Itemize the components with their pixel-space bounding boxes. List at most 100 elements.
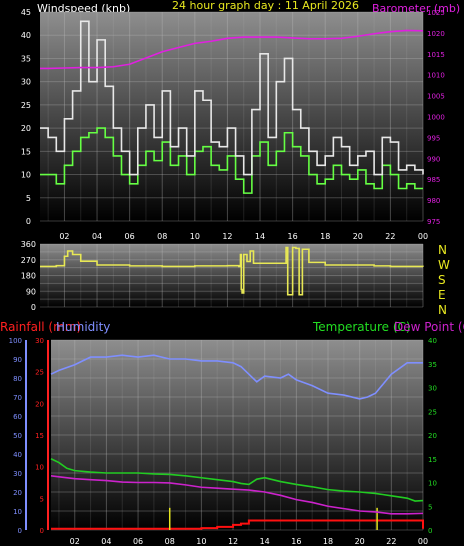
x-tick-label: 22 (385, 232, 395, 241)
panel-wind-tick-labels: 0510152025303540459759809859909951000100… (21, 8, 445, 241)
y-tick-label-rainfall: 15 (35, 432, 44, 440)
compass-label: S (438, 273, 446, 287)
y-tick-label-humidity: 40 (13, 451, 22, 459)
panel-humidity-tick-labels: 0102030405060708090100051015202530051015… (9, 337, 437, 546)
y-tick-label-humidity: 0 (18, 527, 22, 535)
y-tick-label-humidity: 30 (13, 470, 22, 478)
x-tick-label: 10 (190, 232, 200, 241)
temperature-axis-title: Temperature (C) (312, 320, 411, 334)
rainfall-axis-title: Rainfall (mm) (0, 320, 81, 334)
windspeed-axis-title: Windspeed (knb) (37, 2, 130, 15)
y-tick-label-humidity: 10 (13, 508, 22, 516)
y-tick-label-temperature: 15 (428, 456, 437, 464)
y-tick-label-direction: 180 (21, 272, 36, 281)
panel-wind-plot-area (40, 12, 423, 221)
x-tick-label: 06 (133, 537, 143, 546)
y-tick-label-rainfall: 10 (35, 464, 44, 472)
y-tick-label-windspeed: 30 (21, 78, 31, 87)
y-tick-label-windspeed: 5 (26, 194, 31, 203)
y-tick-label-direction: 90 (26, 287, 36, 296)
chart-title: 24 hour graph day : 11 April 2026 (172, 0, 359, 12)
x-tick-label: 04 (92, 232, 102, 241)
panel-humidity-series (50, 354, 424, 530)
series-line-rainfall (51, 519, 424, 530)
series-line-wind-direction (40, 246, 424, 296)
y-tick-label-temperature: 25 (428, 408, 437, 416)
y-tick-label-humidity: 80 (13, 375, 22, 383)
y-tick-label-windspeed: 0 (26, 217, 31, 226)
panel-direction-series (40, 246, 424, 296)
y-tick-label-windspeed: 20 (21, 124, 31, 133)
y-tick-label-direction: 0 (31, 303, 36, 312)
x-tick-label: 14 (260, 537, 270, 546)
y-tick-label-direction: 360 (21, 240, 36, 249)
panel-direction-plot-area (40, 244, 423, 307)
y-tick-label-temperature: 0 (428, 527, 432, 535)
y-tick-label-barometer: 1020 (427, 30, 445, 38)
y-tick-label-barometer: 1005 (427, 93, 445, 101)
dewpoint-axis-title: Dew Point (C) (394, 320, 464, 334)
x-tick-label: 12 (228, 537, 238, 546)
y-tick-label-temperature: 5 (428, 503, 432, 511)
compass-label: W (438, 258, 450, 272)
y-tick-label-barometer: 975 (427, 218, 440, 226)
x-tick-label: 04 (101, 537, 111, 546)
y-tick-label-windspeed: 45 (21, 8, 31, 17)
x-tick-label: 20 (353, 232, 363, 241)
x-tick-label: 14 (255, 232, 265, 241)
x-tick-label: 16 (291, 537, 301, 546)
y-tick-label-temperature: 35 (428, 361, 437, 369)
series-line-gust (40, 20, 424, 176)
y-tick-label-windspeed: 25 (21, 101, 31, 110)
y-tick-label-humidity: 60 (13, 413, 22, 421)
panel-direction-tick-labels: 0 90 180 270 360 (21, 240, 36, 312)
y-tick-label-temperature: 10 (428, 480, 437, 488)
y-tick-label-direction: 270 (21, 256, 36, 265)
y-tick-label-rainfall: 30 (35, 337, 44, 345)
y-tick-label-windspeed: 10 (21, 171, 31, 180)
x-tick-label: 00 (418, 232, 428, 241)
y-tick-label-humidity: 100 (9, 337, 22, 345)
compass-label: N (438, 243, 447, 257)
x-tick-label: 06 (125, 232, 135, 241)
y-tick-label-windspeed: 15 (21, 147, 31, 156)
y-tick-label-temperature: 20 (428, 432, 437, 440)
humidity-axis-title: Humidity (56, 320, 110, 334)
x-tick-label: 02 (59, 232, 69, 241)
panel-wind-series (40, 20, 424, 194)
y-tick-label-rainfall: 20 (35, 400, 44, 408)
y-tick-label-barometer: 1010 (427, 72, 445, 80)
series-line-barometer (40, 29, 424, 70)
y-tick-label-barometer: 1025 (427, 9, 445, 17)
y-tick-label-barometer: 985 (427, 176, 440, 184)
compass-label: E (438, 288, 446, 302)
series-line-dew-point (50, 475, 424, 515)
x-tick-label: 16 (288, 232, 298, 241)
x-tick-label: 20 (355, 537, 365, 546)
y-tick-label-windspeed: 40 (21, 31, 31, 40)
x-tick-label: 08 (157, 232, 167, 241)
y-tick-label-barometer: 990 (427, 155, 440, 163)
panel-humidity-plot-area (51, 340, 423, 530)
series-line-humidity (50, 354, 423, 400)
x-tick-label: 12 (222, 232, 232, 241)
y-tick-label-humidity: 50 (13, 432, 22, 440)
y-tick-label-humidity: 90 (13, 356, 22, 364)
y-tick-label-barometer: 1015 (427, 51, 445, 59)
barometer-axis-title: Barometer (mb) (372, 2, 460, 15)
y-tick-label-windspeed: 35 (21, 54, 31, 63)
y-tick-label-temperature: 30 (428, 385, 437, 393)
y-tick-label-barometer: 1000 (427, 114, 445, 122)
y-tick-label-temperature: 40 (428, 337, 437, 345)
y-tick-label-rainfall: 0 (40, 527, 44, 535)
x-tick-label: 08 (165, 537, 175, 546)
y-tick-label-rainfall: 25 (35, 369, 44, 377)
y-tick-label-rainfall: 5 (40, 495, 44, 503)
y-tick-label-barometer: 980 (427, 197, 440, 205)
x-tick-label: 22 (386, 537, 396, 546)
panel-direction-grid (40, 243, 424, 308)
y-tick-label-humidity: 20 (13, 489, 22, 497)
series-line-temperature (50, 458, 424, 502)
